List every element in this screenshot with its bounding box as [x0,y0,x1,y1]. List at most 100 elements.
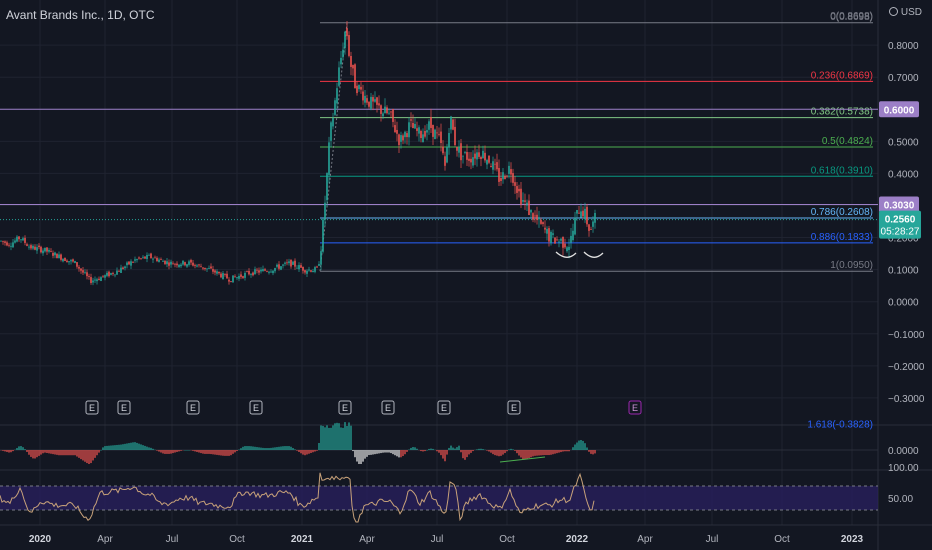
candle-body [548,228,550,242]
oscillator-bar [346,426,348,450]
oscillator-bar [48,450,50,454]
bar-countdown-label: 05:28:27 [881,227,920,238]
oscillator-bar [224,450,226,456]
candle-body [426,130,428,133]
candle-body [4,241,6,243]
candle-body [396,129,398,134]
candle-body [528,200,530,216]
oscillator-pane[interactable] [0,422,878,464]
candle-body [66,260,68,263]
oscillator-bar [508,449,510,450]
oscillator-bar [490,450,492,453]
oscillator-bar [38,450,40,456]
oscillator-bar [2,450,4,451]
oscillator-bar [214,450,216,455]
candle-body [416,128,418,131]
earnings-marker [628,400,642,415]
oscillator-bar [212,450,214,455]
oscillator-bar [532,450,534,457]
oscillator-bar [328,427,330,450]
oscillator-bar [230,450,232,456]
candle-body [374,99,376,102]
symbol-title[interactable]: Avant Brands Inc., 1D, OTC [6,8,155,22]
currency-selector[interactable]: USD [888,7,922,18]
candle-body [262,269,264,272]
candle-body [230,281,232,282]
candle-body [474,153,476,159]
candle-body [400,135,402,142]
candle-body [208,268,210,269]
oscillator-bar [356,450,358,462]
oscillator-bar [578,440,580,450]
candle-body [252,272,254,276]
candle-body [92,280,94,283]
candle-body [476,152,478,160]
oscillator-bar [320,425,322,450]
price-candles[interactable] [0,20,596,286]
oscillator-bar [76,450,78,457]
candle-body [554,237,556,244]
oscillator-bar [192,450,194,451]
candle-body [48,249,50,252]
candle-body [584,208,586,220]
oscillator-bar [488,450,490,452]
oscillator-bar [74,450,76,456]
fib-label: 0.382(0.5738) [811,107,873,118]
candle-body [268,271,270,273]
fibonacci-retracement[interactable]: 0(0.8698) 0.236(0.6869) 0.382(0.5738) 0.5(0… [319,12,873,431]
candle-body [354,64,356,89]
candle-body [144,256,146,259]
oscillator-bar [446,450,448,455]
horizontal-lines[interactable] [0,108,878,221]
fib-label: 0.618(0.3910) [811,165,873,176]
oscillator-bar [522,450,524,460]
earnings-marker-label: E [253,403,259,413]
time-tick-label: Jul [431,534,444,545]
candle-body [370,96,372,109]
candle-body [174,263,176,265]
candle-body [240,274,242,277]
oscillator-bar [448,447,450,450]
candle-body [486,160,488,165]
candle-body [104,275,106,278]
oscillator-bar [130,442,132,450]
oscillator-bar [334,423,336,450]
oscillator-bar [450,445,452,450]
earnings-marker-label: E [342,403,348,413]
candle-body [42,250,44,254]
candle-body [198,264,200,266]
oscillator-bar [246,446,248,450]
price-axis[interactable]: 0.80000.70000.60000.50000.40000.30000.20… [830,11,925,505]
fib-label: 0.886(0.1833) [811,232,873,243]
oscillator-bar [350,425,352,450]
candle-body [572,230,574,241]
fib-label: 1.618(-0.3828) [807,419,873,430]
rsi-pane[interactable] [0,472,878,523]
oscillator-bar [174,450,176,453]
time-tick-label: Oct [229,534,245,545]
candle-body [72,259,74,262]
candle-body [546,228,548,234]
fib-label: 0.5(0.4824) [822,136,873,147]
oscillator-bar [62,450,64,456]
oscillator-bar [10,450,12,453]
candle-body [266,271,268,273]
time-tick-label: Jul [706,534,719,545]
time-tick-label: 2023 [841,534,864,545]
oscillator-bar [304,450,306,456]
price-tick-label: 0.8000 [888,41,919,52]
time-axis[interactable]: 2020 Apr Jul Oct 2021 Apr Jul Oct 2022 Apr Jul Oct 2… [29,534,864,545]
candle-body [244,272,246,278]
candle-body [332,117,334,127]
oscillator-bar [234,450,236,453]
oscillator-bar [576,442,578,450]
candle-body [118,270,120,272]
earnings-marker-label: E [511,403,517,413]
oscillator-bar [374,450,376,455]
oscillator-bar [204,450,206,454]
oscillator-bar [86,450,88,464]
earnings-marker-label: E [441,403,447,413]
candle-body [210,266,212,269]
